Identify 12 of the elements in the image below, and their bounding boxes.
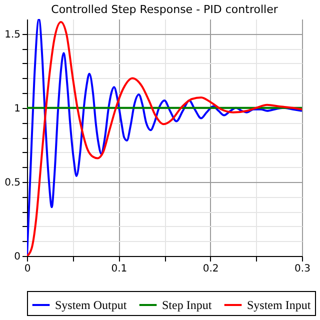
x-tick-label: 0 bbox=[24, 264, 31, 274]
x-tick-label: 0.2 bbox=[202, 264, 219, 274]
y-tick-label: 0.5 bbox=[4, 177, 20, 188]
y-tick-label: 0 bbox=[14, 252, 20, 262]
x-tick-label: 0.1 bbox=[111, 264, 128, 274]
legend-label: Step Input bbox=[162, 298, 212, 312]
legend-label: System Input bbox=[247, 298, 312, 312]
legend-label: System Output bbox=[55, 298, 128, 312]
y-tick-label: 1.5 bbox=[4, 29, 20, 40]
chart-title: Controlled Step Response - PID controller bbox=[51, 3, 278, 16]
x-tick-label: 0.3 bbox=[294, 264, 310, 274]
y-tick-label: 1 bbox=[14, 103, 20, 114]
